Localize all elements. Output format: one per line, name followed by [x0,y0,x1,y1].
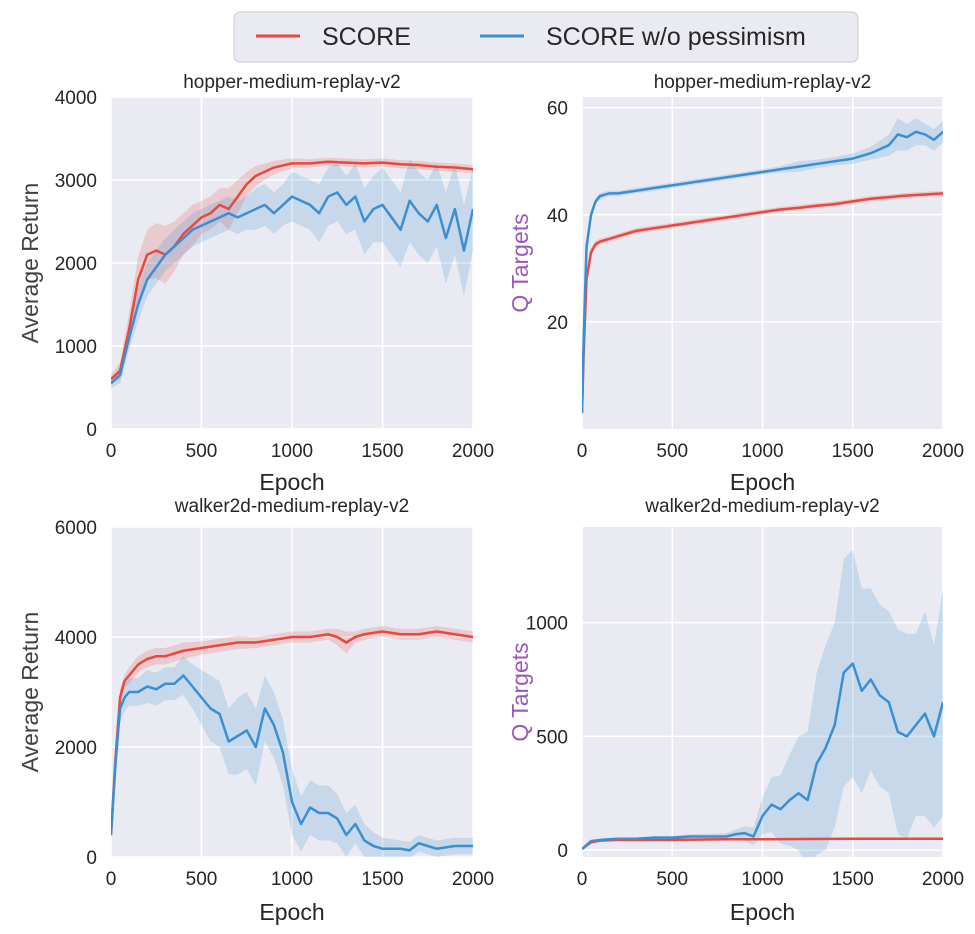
x-tick-label: 1000 [271,869,313,890]
chart-panel-2: 0 500 1000 1500 2000 20 40 60 hopper-medium-repl… [507,72,964,495]
chart-title: hopper-medium-replay-v2 [183,72,401,93]
chart-panel-3: 0 500 1000 1500 2000 0 2000 4000 6000 walker2d-me… [17,496,494,925]
y-tick-label: 60 [547,99,568,120]
x-tick-label: 1000 [741,441,783,462]
y-tick-label: 4000 [55,628,97,649]
x-tick-label: 2000 [922,869,964,890]
chart-title: walker2d-medium-replay-v2 [174,496,409,517]
y-tick-label: 40 [547,206,568,227]
x-tick-label: 1000 [741,869,783,890]
y-tick-label: 2000 [55,738,97,759]
x-tick-label: 2000 [922,441,964,462]
legend: SCORE SCORE w/o pessimism [233,11,859,63]
x-tick-label: 500 [656,441,688,462]
x-tick-label: 2000 [452,869,494,890]
y-tick-label: 6000 [55,518,97,539]
chart-title: hopper-medium-replay-v2 [654,72,872,93]
confidence-band-score [111,157,473,385]
y-tick-label: 1000 [526,614,568,635]
chart-panel-4: 0 500 1000 1500 2000 0 500 1000 walker2d-medium-… [507,496,964,925]
confidence-band-nopess [582,549,943,857]
y-tick-label: 2000 [55,254,97,275]
x-tick-label: 0 [106,441,117,462]
x-tick-label: 1000 [271,441,313,462]
series-line-score [111,160,473,381]
panels: 0 500 1000 1500 200001000200030004000hopper-… [17,72,964,925]
y-axis-label: Average Return [17,183,43,344]
y-tick-label: 0 [557,841,568,862]
chart-title: walker2d-medium-replay-v2 [644,496,879,517]
y-tick-label: 0 [86,848,97,869]
x-tick-label: 1500 [361,441,403,462]
x-tick-label: 0 [106,869,117,890]
series-line-score [582,192,943,413]
y-tick-label: 500 [536,727,568,748]
legend-box [233,11,859,63]
y-tick-label: 20 [547,313,568,334]
y-tick-label: 0 [86,420,97,441]
x-tick-label: 1500 [832,441,874,462]
legend-score-label: SCORE [322,23,411,51]
y-axis-label: Q Targets [507,213,533,312]
x-tick-label: 1500 [361,869,403,890]
x-tick-label: 500 [656,869,688,890]
legend-nopess-label: SCORE w/o pessimism [546,23,806,51]
x-tick-label: 0 [577,441,588,462]
chart-panel-1: 0 500 1000 1500 2000 0 1000 2000 3000 4000 hopper-… [17,72,494,495]
x-tick-label: 500 [186,441,218,462]
y-tick-label: 1000 [55,337,97,358]
x-axis-label: Epoch [730,469,795,495]
y-axis-label: Q Targets [507,642,533,741]
x-tick-label: 500 [186,869,218,890]
series-line-nopess [111,191,473,385]
x-tick-label: 1500 [832,869,874,890]
series-line-nopess [111,674,473,852]
series-line-nopess [582,130,943,413]
x-tick-label: 0 [577,869,588,890]
series-line-score [111,630,473,836]
y-axis-label: Average Return [17,612,43,773]
x-axis-label: Epoch [259,469,324,495]
x-axis-label: Epoch [259,899,324,925]
x-axis-label: Epoch [730,899,795,925]
confidence-band-nopess [111,656,473,857]
series-line-nopess [582,662,943,850]
y-tick-label: 3000 [55,171,97,192]
y-tick-label: 4000 [55,88,97,109]
x-tick-label: 2000 [452,441,494,462]
confidence-band-nopess [582,118,943,416]
